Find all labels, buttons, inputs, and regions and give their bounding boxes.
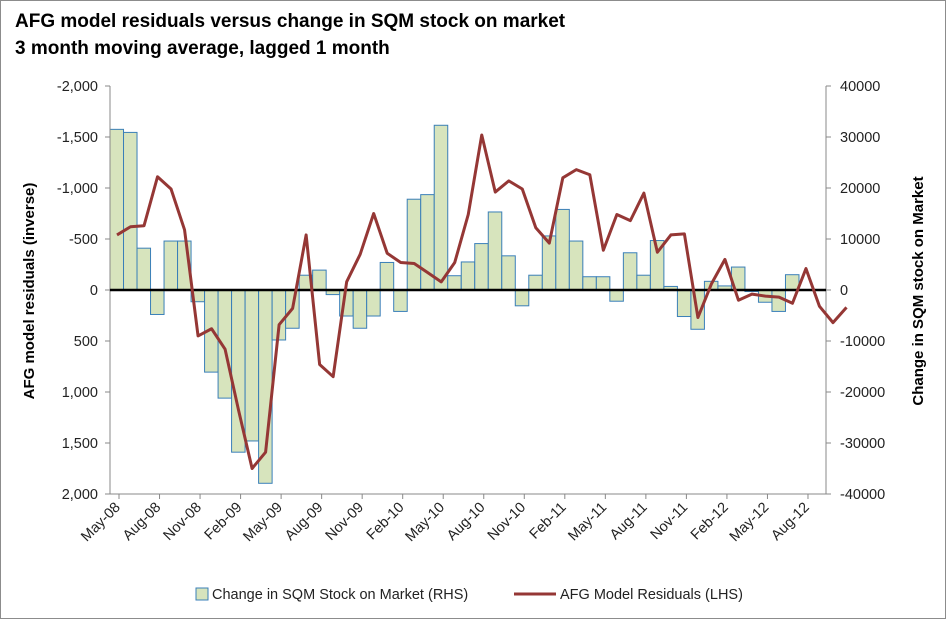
- chart-title: AFG model residuals versus change in SQM…: [15, 11, 566, 32]
- legend: Change in SQM Stock on Market (RHS) AFG …: [195, 587, 743, 603]
- left-tick-label: 0: [90, 283, 98, 299]
- left-tick-label: 1,500: [62, 436, 98, 452]
- bar: [487, 211, 503, 291]
- bar: [366, 289, 381, 317]
- left-axis-label: AFG model residuals (inverse): [21, 183, 38, 400]
- x-tick-label: Aug-10: [444, 500, 488, 544]
- bar: [514, 289, 530, 307]
- x-tick-label: May-11: [565, 500, 610, 545]
- x-tick-label: May-12: [727, 500, 773, 546]
- x-tick-label: Feb-12: [688, 500, 732, 544]
- right-tick-label: 40000: [840, 79, 880, 95]
- x-tick-label: Feb-09: [202, 500, 246, 544]
- x-tick-label: Feb-10: [364, 500, 408, 544]
- bar: [136, 247, 152, 291]
- bar: [379, 261, 395, 291]
- right-tick-label: -10000: [840, 334, 885, 350]
- left-tick-label: 2,000: [62, 487, 98, 503]
- residuals-line: [116, 133, 848, 470]
- bar: [244, 289, 260, 442]
- left-tick-label: -500: [69, 232, 98, 248]
- left-tick-label: -2,000: [57, 79, 98, 95]
- bar: [501, 255, 516, 291]
- right-tick-label: 0: [840, 283, 848, 299]
- x-tick-label: Nov-08: [161, 500, 205, 544]
- bar: [609, 289, 624, 302]
- chart-subtitle: 3 month moving average, lagged 1 month: [15, 38, 390, 59]
- x-tick-label: Aug-11: [607, 500, 651, 544]
- right-tick-label: 30000: [840, 130, 880, 146]
- left-tick-label: -1,000: [57, 181, 98, 197]
- x-tick-label: Aug-12: [768, 500, 812, 544]
- bar: [595, 276, 611, 291]
- x-tick-label: Nov-09: [323, 500, 367, 544]
- tick-group: -2,000 -1,500 -1,000 -500 0 500 1,000 1,500 2,00…: [57, 79, 885, 545]
- right-tick-label: 10000: [840, 232, 880, 248]
- bar: [312, 269, 327, 291]
- bar: [150, 289, 165, 315]
- x-tick-label: Aug-09: [282, 500, 326, 544]
- bar: [447, 275, 462, 291]
- bar: [676, 289, 692, 318]
- left-tick-label: -1,500: [57, 130, 98, 146]
- bar: [393, 289, 408, 312]
- right-tick-label: -40000: [840, 487, 885, 503]
- bar: [582, 276, 597, 291]
- x-tick-label: May-09: [240, 500, 286, 546]
- bar: [636, 274, 651, 291]
- x-tick-label: Nov-10: [485, 500, 529, 544]
- bar: [433, 124, 449, 291]
- x-tick-label: Feb-11: [527, 500, 570, 543]
- left-tick-label: 1,000: [62, 385, 98, 401]
- x-tick-label: Nov-11: [648, 500, 692, 544]
- bar: [406, 198, 422, 291]
- bar: [109, 128, 125, 291]
- axes: [109, 86, 827, 495]
- right-tick-label: -30000: [840, 436, 885, 452]
- legend-label-bar: Change in SQM Stock on Market (RHS): [212, 587, 468, 603]
- bar: [555, 208, 570, 291]
- bar: [352, 289, 368, 329]
- right-tick-label: 20000: [840, 181, 880, 197]
- bar: [568, 240, 584, 291]
- right-axis-label: Change in SQM stock on Market: [910, 176, 927, 405]
- bar: [474, 243, 489, 291]
- legend-label-line: AFG Model Residuals (LHS): [560, 587, 743, 603]
- bar: [460, 261, 476, 291]
- right-tick-label: -20000: [840, 385, 885, 401]
- x-tick-label: May-08: [78, 500, 124, 546]
- left-tick-label: 500: [74, 334, 98, 350]
- x-tick-label: May-10: [403, 500, 449, 546]
- x-tick-label: Aug-08: [120, 500, 164, 544]
- bar: [163, 240, 179, 291]
- bar: [528, 274, 543, 291]
- legend-swatch-bar: [195, 587, 209, 601]
- bar: [123, 131, 138, 291]
- bar: [622, 252, 638, 291]
